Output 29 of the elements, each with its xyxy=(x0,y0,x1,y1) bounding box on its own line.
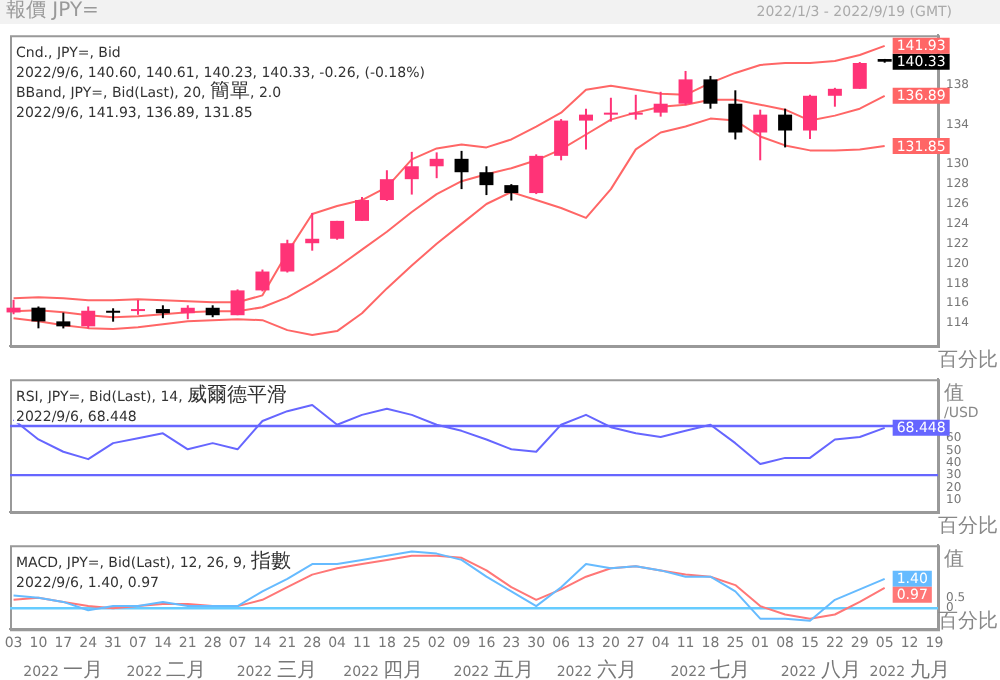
candlestick xyxy=(827,86,842,108)
chart-title: 報價 JPY= xyxy=(6,0,99,24)
candlestick xyxy=(81,305,96,330)
candlestick xyxy=(280,238,295,274)
candlestick xyxy=(653,90,668,118)
candlestick xyxy=(31,305,46,330)
candlestick xyxy=(429,151,444,180)
candlestick xyxy=(230,288,245,317)
candlestick xyxy=(628,93,643,121)
candlestick xyxy=(703,74,718,110)
candlestick xyxy=(454,149,469,191)
candlestick xyxy=(255,268,270,293)
candlestick xyxy=(579,107,593,151)
candlestick xyxy=(379,169,394,203)
y2-axis-title: 百分比 xyxy=(938,348,998,372)
candlestick xyxy=(753,108,768,162)
y-axis-title: 值 xyxy=(944,549,964,572)
candlestick xyxy=(404,150,419,196)
candlestick xyxy=(355,196,369,222)
candlestick xyxy=(728,89,743,141)
y2-axis-title: 百分比 xyxy=(938,514,998,538)
candlestick xyxy=(778,107,793,149)
candlestick xyxy=(479,165,494,197)
candlestick xyxy=(529,153,544,196)
candlestick xyxy=(554,118,569,162)
candlestick xyxy=(803,93,817,140)
candlestick xyxy=(678,69,693,107)
candlestick xyxy=(603,96,618,123)
candlestick xyxy=(852,61,867,90)
